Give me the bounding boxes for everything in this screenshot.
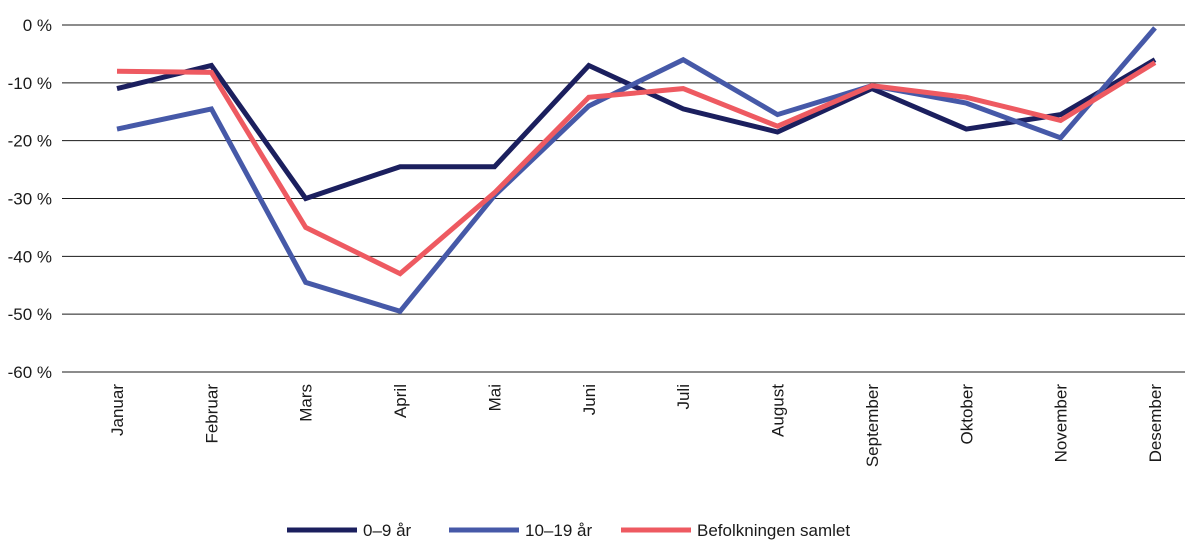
x-tick-label: August — [769, 384, 788, 437]
y-tick-label: -50 % — [8, 305, 52, 324]
x-axis-tick-labels: Januar Februar Mars April Mai Juni Juli August S… — [108, 384, 1165, 468]
series-line-3 — [116, 60, 1157, 277]
x-tick-label: April — [391, 384, 410, 418]
series-line-2 — [116, 26, 1157, 315]
y-tick-label: -10 % — [8, 74, 52, 93]
x-tick-label: Juli — [674, 384, 693, 410]
y-axis-tick-labels: 0 % -10 % -20 % -30 % -40 % -50 % -60 % — [8, 16, 52, 382]
y-tick-label: -30 % — [8, 190, 52, 209]
x-tick-label: Oktober — [957, 384, 976, 445]
series-lines — [116, 26, 1157, 315]
y-tick-label: -40 % — [8, 247, 52, 266]
x-tick-label: Desember — [1146, 384, 1165, 463]
y-tick-label: -20 % — [8, 132, 52, 151]
x-tick-label: Mai — [485, 384, 504, 411]
legend-label-1: 0–9 år — [363, 521, 412, 540]
x-tick-label: Januar — [108, 384, 127, 436]
legend-label-3: Befolkningen samlet — [697, 521, 850, 540]
legend: 0–9 år 10–19 år Befolkningen samlet — [287, 521, 850, 540]
y-tick-label: -60 % — [8, 363, 52, 382]
x-tick-label: Juni — [580, 384, 599, 415]
x-tick-label: Februar — [202, 384, 221, 444]
gridlines — [62, 24, 1185, 373]
x-tick-label: September — [863, 384, 882, 467]
y-tick-label: 0 % — [23, 16, 52, 35]
x-tick-label: Mars — [297, 384, 316, 422]
x-tick-label: November — [1052, 384, 1071, 463]
legend-label-2: 10–19 år — [525, 521, 592, 540]
series-line-1 — [116, 57, 1157, 202]
